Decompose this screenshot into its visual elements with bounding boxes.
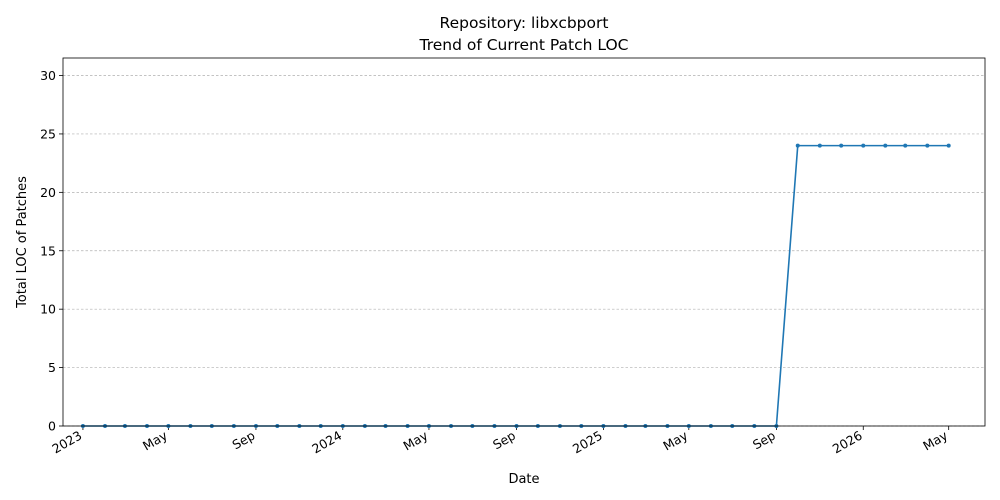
x-tick-label: 2025 (570, 428, 605, 457)
x-tick-label: May (660, 427, 690, 453)
data-point (817, 143, 822, 148)
data-point (946, 143, 951, 148)
x-tick-label: Sep (490, 428, 518, 453)
y-tick-label: 10 (40, 302, 56, 317)
y-tick-label: 30 (40, 68, 56, 83)
x-axis-ticks: 2023 May Sep 2024 May Sep 2025 May Sep 2026 May (49, 426, 951, 457)
x-tick-label: May (140, 427, 170, 453)
data-point (883, 143, 888, 148)
data-point (861, 143, 866, 148)
y-tick-label: 5 (48, 360, 56, 375)
data-point (839, 143, 844, 148)
y-tick-label: 0 (48, 419, 56, 434)
y-tick-label: 25 (40, 126, 56, 141)
data-point (903, 143, 908, 148)
series-group (80, 143, 951, 428)
x-tick-label: 2024 (309, 428, 344, 457)
grid-lines (63, 75, 985, 427)
y-axis-label: Total LOC of Patches (15, 176, 30, 309)
x-tick-label: May (920, 427, 950, 453)
y-tick-label: 20 (40, 185, 56, 200)
plot-frame (62, 57, 986, 427)
y-tick-label: 15 (40, 243, 56, 258)
x-tick-label: 2026 (830, 428, 865, 457)
x-tick-label: Sep (750, 428, 778, 453)
chart-title: Repository: libxcbport (440, 14, 609, 32)
series-line (82, 144, 949, 427)
chart-subtitle: Trend of Current Patch LOC (419, 36, 629, 54)
x-tick-label: Sep (230, 428, 258, 453)
x-axis-label: Date (508, 472, 539, 487)
x-tick-label: May (401, 427, 431, 453)
y-axis-ticks: 0 5 10 15 20 25 30 (40, 68, 63, 434)
data-point (795, 143, 800, 148)
data-point (925, 143, 930, 148)
